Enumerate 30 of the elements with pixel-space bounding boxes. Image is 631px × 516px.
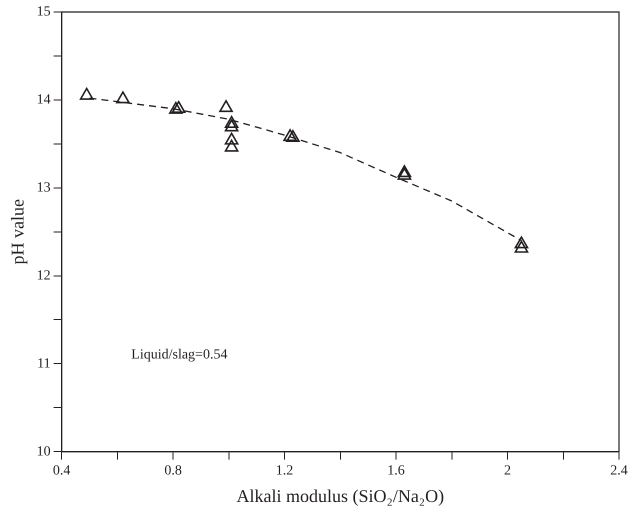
point [286,130,300,142]
point [283,129,297,142]
point [172,100,186,114]
y-axis-title: pH value [8,199,28,265]
y-tick-label: 15 [36,4,51,20]
x-tick-label: 2 [504,464,512,479]
point [514,240,528,253]
point [224,140,238,152]
point [398,168,412,180]
y-tick-label: 13 [36,180,51,196]
x-tick-label: 2.4 [610,464,628,479]
y-tick-label: 11 [37,356,51,372]
annotation: Liquid/slag=0.54 [131,348,228,363]
point [80,88,94,100]
y-tick-label: 12 [36,268,51,284]
point [398,165,412,178]
point [514,236,528,248]
y-tick-label: 14 [36,92,51,108]
x-axis-title: Alkali modulus (SiO₂/Na₂O) [236,486,444,506]
x-tick-label: 1.6 [387,464,405,479]
point [224,132,238,145]
point [219,100,233,112]
point [224,116,238,128]
point [116,91,130,104]
x-tick-label: 0.8 [164,464,182,479]
y-tick-label: 10 [36,444,51,460]
point [169,102,183,114]
x-tick-label: 0.4 [52,464,70,479]
x-tick-label: 1.2 [276,464,294,479]
point [224,119,238,132]
